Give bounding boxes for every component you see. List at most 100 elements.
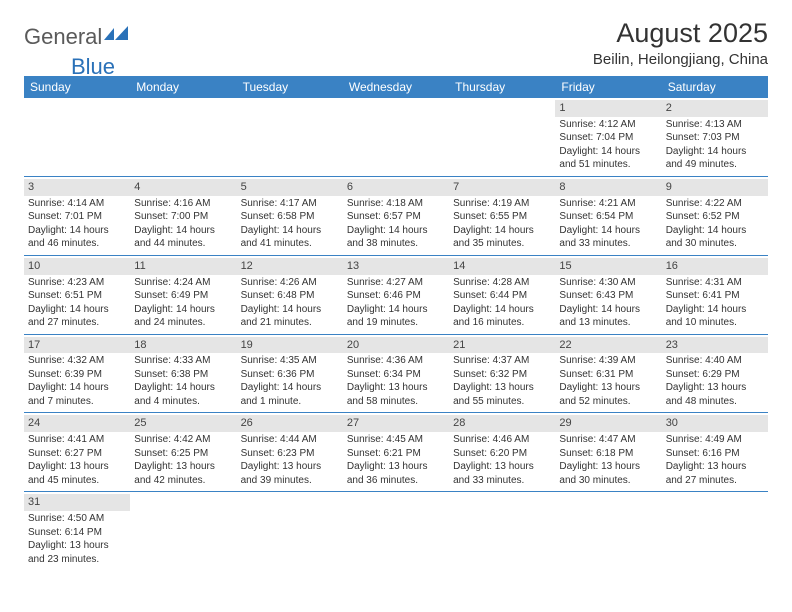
daylight-text: Daylight: 14 hours: [241, 381, 339, 395]
calendar-row: 3Sunrise: 4:14 AMSunset: 7:01 PMDaylight…: [24, 176, 768, 255]
daylight-text: Daylight: 13 hours: [559, 460, 657, 474]
calendar-cell: [662, 492, 768, 570]
daylight-text: Daylight: 14 hours: [453, 224, 551, 238]
calendar-row: 17Sunrise: 4:32 AMSunset: 6:39 PMDayligh…: [24, 334, 768, 413]
daylight-text: Daylight: 13 hours: [666, 460, 764, 474]
calendar-cell: 20Sunrise: 4:36 AMSunset: 6:34 PMDayligh…: [343, 334, 449, 413]
sunrise-text: Sunrise: 4:22 AM: [666, 197, 764, 211]
calendar-cell: 1Sunrise: 4:12 AMSunset: 7:04 PMDaylight…: [555, 98, 661, 176]
daylight-text: Daylight: 13 hours: [347, 381, 445, 395]
sunset-text: Sunset: 6:23 PM: [241, 447, 339, 461]
sunrise-text: Sunrise: 4:26 AM: [241, 276, 339, 290]
day-number: 28: [449, 415, 555, 432]
weekday-header: Saturday: [662, 76, 768, 98]
calendar-cell: 4Sunrise: 4:16 AMSunset: 7:00 PMDaylight…: [130, 176, 236, 255]
calendar-cell: [24, 98, 130, 176]
sunrise-text: Sunrise: 4:21 AM: [559, 197, 657, 211]
day-number: 25: [130, 415, 236, 432]
sunrise-text: Sunrise: 4:31 AM: [666, 276, 764, 290]
calendar-cell: 16Sunrise: 4:31 AMSunset: 6:41 PMDayligh…: [662, 255, 768, 334]
sunset-text: Sunset: 6:39 PM: [28, 368, 126, 382]
calendar-cell: 12Sunrise: 4:26 AMSunset: 6:48 PMDayligh…: [237, 255, 343, 334]
daylight-text: and 24 minutes.: [134, 316, 232, 330]
daylight-text: and 4 minutes.: [134, 395, 232, 409]
sunrise-text: Sunrise: 4:33 AM: [134, 354, 232, 368]
sunset-text: Sunset: 6:16 PM: [666, 447, 764, 461]
sunset-text: Sunset: 6:58 PM: [241, 210, 339, 224]
daylight-text: Daylight: 14 hours: [559, 224, 657, 238]
calendar-cell: 7Sunrise: 4:19 AMSunset: 6:55 PMDaylight…: [449, 176, 555, 255]
calendar-cell: 6Sunrise: 4:18 AMSunset: 6:57 PMDaylight…: [343, 176, 449, 255]
sunrise-text: Sunrise: 4:50 AM: [28, 512, 126, 526]
sunset-text: Sunset: 6:44 PM: [453, 289, 551, 303]
daylight-text: Daylight: 14 hours: [241, 303, 339, 317]
daylight-text: and 41 minutes.: [241, 237, 339, 251]
calendar-cell: 13Sunrise: 4:27 AMSunset: 6:46 PMDayligh…: [343, 255, 449, 334]
calendar-cell: 18Sunrise: 4:33 AMSunset: 6:38 PMDayligh…: [130, 334, 236, 413]
daylight-text: Daylight: 14 hours: [134, 224, 232, 238]
calendar-cell: 31Sunrise: 4:50 AMSunset: 6:14 PMDayligh…: [24, 492, 130, 570]
sunset-text: Sunset: 6:51 PM: [28, 289, 126, 303]
logo-flag-icon: [104, 26, 130, 49]
location: Beilin, Heilongjiang, China: [593, 51, 768, 68]
sunset-text: Sunset: 6:41 PM: [666, 289, 764, 303]
sunrise-text: Sunrise: 4:16 AM: [134, 197, 232, 211]
sunset-text: Sunset: 7:01 PM: [28, 210, 126, 224]
daylight-text: and 10 minutes.: [666, 316, 764, 330]
sunset-text: Sunset: 6:55 PM: [453, 210, 551, 224]
sunset-text: Sunset: 6:52 PM: [666, 210, 764, 224]
calendar-cell: [237, 492, 343, 570]
sunset-text: Sunset: 6:36 PM: [241, 368, 339, 382]
calendar-cell: 10Sunrise: 4:23 AMSunset: 6:51 PMDayligh…: [24, 255, 130, 334]
day-number: 13: [343, 258, 449, 275]
daylight-text: Daylight: 14 hours: [347, 303, 445, 317]
calendar-cell: [130, 98, 236, 176]
day-number: 21: [449, 337, 555, 354]
month-title: August 2025: [593, 18, 768, 49]
sunset-text: Sunset: 6:43 PM: [559, 289, 657, 303]
calendar-body: 1Sunrise: 4:12 AMSunset: 7:04 PMDaylight…: [24, 98, 768, 570]
sunrise-text: Sunrise: 4:44 AM: [241, 433, 339, 447]
daylight-text: and 19 minutes.: [347, 316, 445, 330]
sunset-text: Sunset: 6:31 PM: [559, 368, 657, 382]
daylight-text: Daylight: 14 hours: [347, 224, 445, 238]
weekday-header: Wednesday: [343, 76, 449, 98]
daylight-text: Daylight: 13 hours: [241, 460, 339, 474]
day-number: 5: [237, 179, 343, 196]
weekday-header: Monday: [130, 76, 236, 98]
daylight-text: and 39 minutes.: [241, 474, 339, 488]
calendar-row: 1Sunrise: 4:12 AMSunset: 7:04 PMDaylight…: [24, 98, 768, 176]
daylight-text: Daylight: 14 hours: [559, 303, 657, 317]
daylight-text: Daylight: 13 hours: [347, 460, 445, 474]
sunrise-text: Sunrise: 4:45 AM: [347, 433, 445, 447]
calendar-cell: 21Sunrise: 4:37 AMSunset: 6:32 PMDayligh…: [449, 334, 555, 413]
sunset-text: Sunset: 6:18 PM: [559, 447, 657, 461]
calendar-cell: 5Sunrise: 4:17 AMSunset: 6:58 PMDaylight…: [237, 176, 343, 255]
daylight-text: Daylight: 14 hours: [666, 145, 764, 159]
logo: General: [24, 24, 130, 50]
calendar-cell: 8Sunrise: 4:21 AMSunset: 6:54 PMDaylight…: [555, 176, 661, 255]
sunset-text: Sunset: 6:38 PM: [134, 368, 232, 382]
sunset-text: Sunset: 6:32 PM: [453, 368, 551, 382]
sunrise-text: Sunrise: 4:24 AM: [134, 276, 232, 290]
weekday-header: Friday: [555, 76, 661, 98]
day-number: 23: [662, 337, 768, 354]
sunrise-text: Sunrise: 4:13 AM: [666, 118, 764, 132]
daylight-text: and 58 minutes.: [347, 395, 445, 409]
daylight-text: Daylight: 13 hours: [559, 381, 657, 395]
day-number: 27: [343, 415, 449, 432]
day-number: 8: [555, 179, 661, 196]
day-number: 20: [343, 337, 449, 354]
daylight-text: Daylight: 14 hours: [28, 303, 126, 317]
day-number: 22: [555, 337, 661, 354]
sunset-text: Sunset: 6:20 PM: [453, 447, 551, 461]
calendar-cell: 22Sunrise: 4:39 AMSunset: 6:31 PMDayligh…: [555, 334, 661, 413]
daylight-text: and 55 minutes.: [453, 395, 551, 409]
calendar-cell: [130, 492, 236, 570]
sunrise-text: Sunrise: 4:40 AM: [666, 354, 764, 368]
daylight-text: and 21 minutes.: [241, 316, 339, 330]
calendar-cell: 23Sunrise: 4:40 AMSunset: 6:29 PMDayligh…: [662, 334, 768, 413]
daylight-text: and 44 minutes.: [134, 237, 232, 251]
day-number: 14: [449, 258, 555, 275]
daylight-text: Daylight: 14 hours: [134, 303, 232, 317]
